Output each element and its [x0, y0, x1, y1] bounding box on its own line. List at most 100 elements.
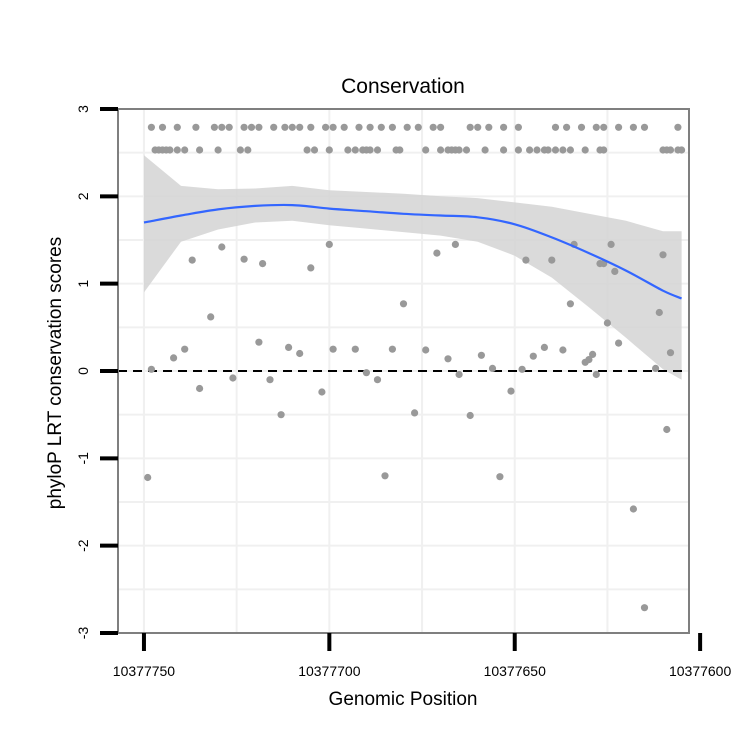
- data-point-39: [674, 123, 682, 131]
- y-tick-label-2: -1: [75, 452, 91, 465]
- data-point-26: [466, 123, 474, 131]
- data-point-141: [615, 339, 623, 347]
- x-axis: 10377750 10377700 10377650 10377600: [113, 633, 732, 679]
- data-point-92: [196, 384, 204, 393]
- data-point-19: [366, 123, 374, 131]
- smooth-trend-line: [143, 203, 683, 300]
- data-point-123: [507, 387, 515, 395]
- confidence-ribbon: [144, 155, 682, 380]
- data-point-36: [615, 123, 623, 131]
- data-point-99: [266, 376, 274, 384]
- data-point-128: [548, 256, 556, 264]
- data-point-33: [577, 123, 586, 131]
- data-point-5: [218, 123, 226, 131]
- data-point-114: [422, 346, 430, 354]
- data-point-45: [173, 146, 181, 154]
- data-point-94: [218, 243, 226, 251]
- data-point-47: [196, 146, 204, 154]
- x-tick-label-3: 10377600: [669, 663, 732, 679]
- y-axis-label: phyloP LRT conservation scores: [45, 237, 66, 510]
- data-point-6: [225, 123, 233, 131]
- data-point-23: [414, 123, 422, 131]
- data-point-101: [285, 343, 293, 351]
- data-point-16: [329, 123, 337, 131]
- data-point-55: [351, 146, 359, 154]
- data-point-127: [540, 343, 549, 351]
- data-point-138: [603, 319, 612, 327]
- data-point-146: [659, 251, 667, 259]
- data-point-67: [455, 146, 463, 154]
- data-point-97: [255, 338, 263, 346]
- x-axis-label: Genomic Position: [329, 689, 478, 710]
- data-point-119: [466, 411, 474, 420]
- data-point-130: [566, 300, 575, 308]
- data-point-12: [288, 123, 296, 131]
- data-point-68: [462, 146, 471, 154]
- data-point-142: [629, 505, 638, 513]
- data-point-106: [329, 345, 337, 353]
- data-point-53: [325, 146, 333, 154]
- data-point-8: [247, 123, 256, 131]
- data-point-15: [322, 123, 330, 131]
- data-point-17: [340, 123, 348, 131]
- x-tick-label-0: 10377750: [113, 663, 176, 679]
- data-point-58: [366, 146, 374, 154]
- data-point-104: [318, 388, 326, 396]
- data-point-20: [377, 123, 385, 131]
- data-point-32: [563, 123, 571, 131]
- data-point-29: [500, 123, 508, 131]
- data-point-54: [344, 146, 352, 154]
- y-axis: -3 -2 -1 0 1 2 3: [75, 105, 118, 639]
- data-point-70: [500, 146, 508, 154]
- data-point-61: [396, 146, 404, 154]
- data-point-98: [259, 260, 267, 268]
- data-point-129: [559, 346, 567, 354]
- data-points: [144, 123, 686, 612]
- data-point-0: [147, 123, 155, 131]
- data-point-87: [144, 473, 152, 482]
- data-point-145: [655, 308, 663, 317]
- data-point-139: [607, 240, 615, 248]
- data-point-37: [629, 123, 638, 131]
- data-point-1: [158, 123, 167, 131]
- data-point-95: [229, 374, 237, 382]
- data-point-21: [388, 123, 396, 131]
- x-tick-label-2: 10377650: [484, 663, 547, 679]
- data-point-93: [207, 313, 215, 321]
- data-point-28: [485, 123, 493, 131]
- data-point-148: [666, 349, 675, 357]
- data-point-27: [474, 123, 482, 131]
- data-point-14: [307, 123, 315, 131]
- data-point-112: [399, 300, 408, 308]
- data-point-10: [270, 123, 278, 131]
- data-point-84: [666, 146, 675, 154]
- chart-title: Conservation: [341, 75, 465, 98]
- data-point-77: [559, 146, 567, 154]
- data-point-34: [592, 123, 600, 131]
- data-point-108: [362, 369, 370, 377]
- data-point-7: [240, 123, 248, 131]
- data-point-46: [181, 146, 189, 154]
- data-point-122: [496, 473, 504, 481]
- data-point-63: [437, 146, 445, 154]
- y-tick-label-0: -3: [75, 627, 91, 640]
- data-point-91: [188, 256, 196, 264]
- data-point-38: [640, 123, 649, 131]
- data-point-111: [388, 345, 396, 353]
- data-point-62: [422, 146, 430, 154]
- data-point-86: [678, 146, 686, 154]
- data-point-3: [192, 123, 200, 131]
- data-point-51: [303, 146, 311, 154]
- data-point-69: [481, 146, 489, 154]
- data-point-105: [325, 240, 333, 248]
- data-point-113: [411, 409, 419, 417]
- data-point-133: [585, 356, 593, 364]
- data-point-88: [147, 365, 155, 373]
- data-point-143: [640, 604, 649, 612]
- data-point-79: [581, 146, 589, 154]
- data-point-144: [652, 364, 660, 372]
- data-point-126: [529, 352, 537, 360]
- x-tick-label-1: 10377700: [298, 663, 361, 679]
- data-point-35: [600, 123, 608, 131]
